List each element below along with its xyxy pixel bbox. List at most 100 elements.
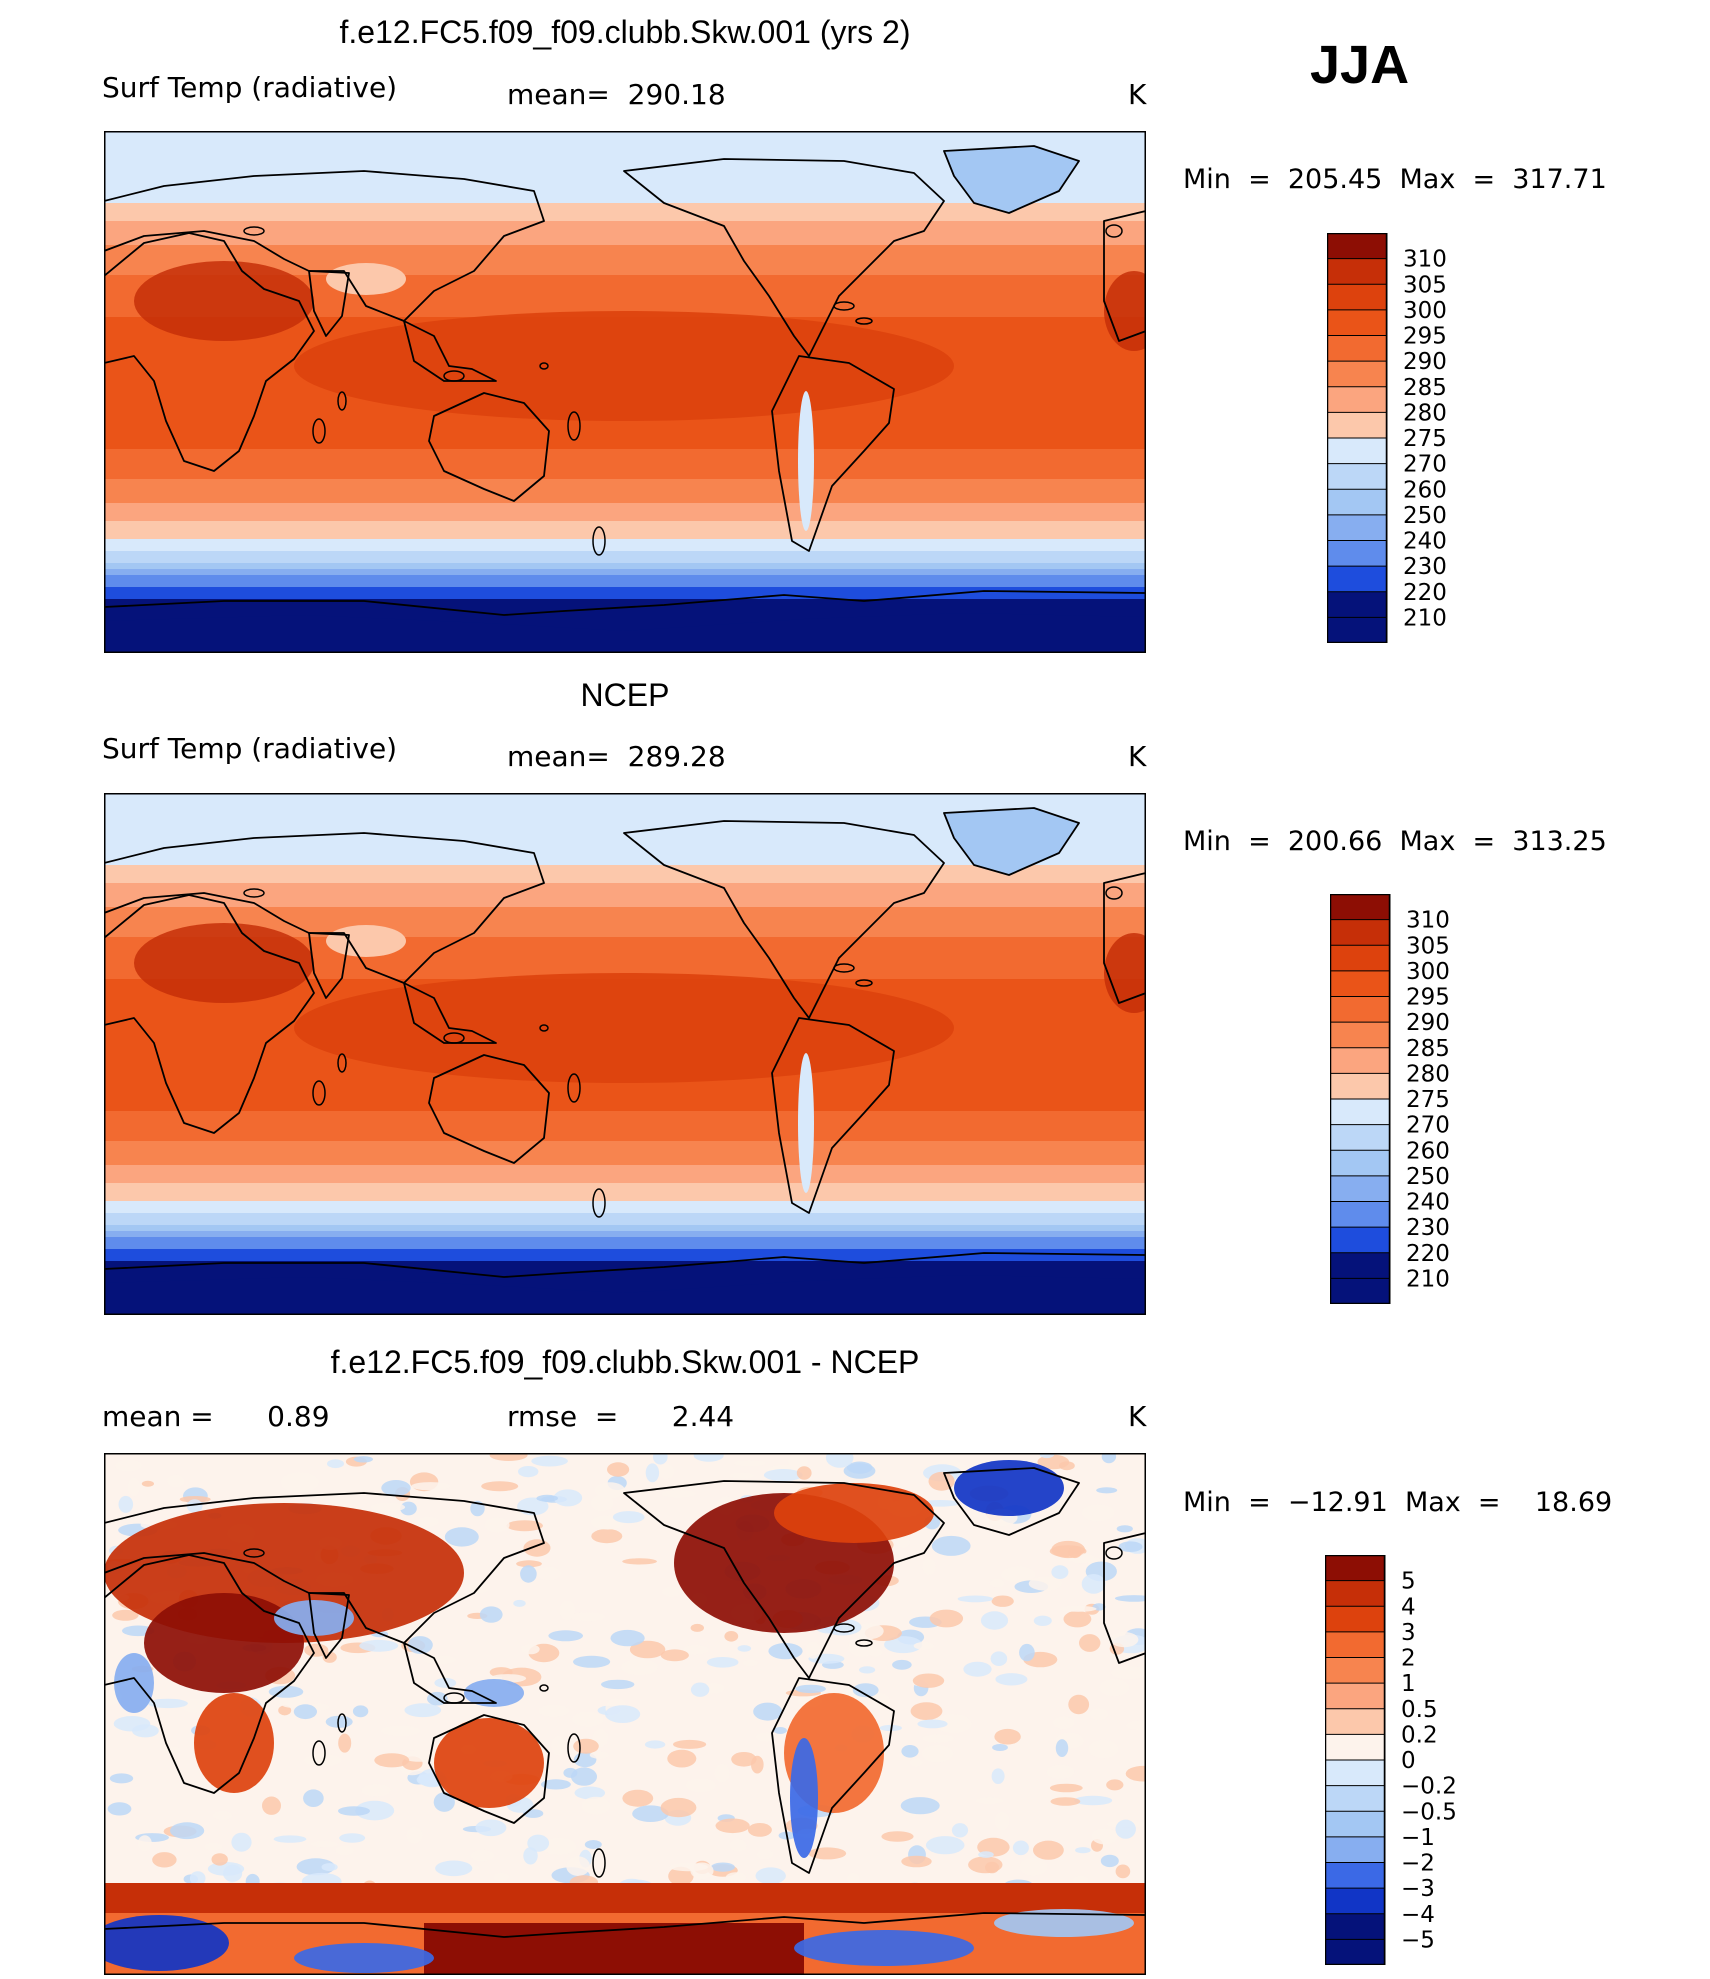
temperature-band <box>104 1081 1146 1088</box>
temperature-band <box>104 563 1146 570</box>
anomaly-blob <box>115 1459 142 1472</box>
coastline <box>1103 210 1146 342</box>
temperature-band <box>104 515 1146 522</box>
temperature-band <box>104 485 1146 492</box>
anomaly-blob <box>489 1453 528 1461</box>
temperature-band <box>104 221 1146 228</box>
temperature-band <box>104 239 1146 246</box>
anomaly-blob <box>127 1477 141 1497</box>
anomaly-blob <box>493 1872 510 1882</box>
anomaly-blob <box>622 1558 657 1565</box>
anomaly-blob <box>1101 1453 1117 1464</box>
temperature-band <box>104 251 1146 258</box>
anomaly-blob <box>910 1702 943 1720</box>
island-outline <box>312 418 326 444</box>
anomaly-blob <box>706 1657 739 1668</box>
anomaly-blob <box>725 1872 747 1883</box>
colorbar-tick-label: −0.5 <box>1401 1799 1457 1825</box>
anomaly-blob <box>991 1595 1014 1607</box>
colorbar-swatch <box>1330 1277 1391 1304</box>
anomaly-blob <box>1049 1783 1083 1793</box>
temperature-band <box>104 545 1146 552</box>
temperature-band <box>104 823 1146 830</box>
anomaly-blob <box>1019 1643 1035 1662</box>
colorbar-swatch <box>1327 463 1388 491</box>
temperature-band <box>104 1165 1146 1172</box>
anomaly-blob <box>710 1862 735 1872</box>
warm-pool <box>294 311 954 421</box>
island-outline <box>1105 886 1123 900</box>
panel-3-map <box>104 1453 1146 1975</box>
colorbar-swatch <box>1327 591 1388 619</box>
warm-anomaly-band <box>424 1923 804 1975</box>
anomaly-blob <box>516 1560 542 1568</box>
anomaly-blob <box>994 1728 1021 1745</box>
island-outline <box>855 317 873 325</box>
colorbar-tick-label: 250 <box>1406 1164 1450 1190</box>
temperature-band <box>104 805 1146 812</box>
temperature-band <box>104 1207 1146 1214</box>
panel-2-title: NCEP <box>580 677 670 713</box>
colorbar-swatch <box>1327 258 1388 286</box>
anomaly-blob <box>553 1489 583 1507</box>
coastline <box>771 355 895 552</box>
anomaly-blob <box>423 1655 457 1665</box>
anomaly-blob <box>404 1703 442 1718</box>
temperature-band <box>104 799 1146 806</box>
temperature-band <box>104 877 1146 884</box>
anomaly-blob <box>213 1811 233 1820</box>
temperature-band <box>104 305 1146 312</box>
anomaly-blob <box>304 1754 342 1767</box>
panel-1-colorbar: 3103053002952902852802752702602502402302… <box>1327 233 1447 643</box>
anomaly-blob <box>520 1644 540 1655</box>
temperature-band <box>104 191 1146 198</box>
panel-2-units-label: K <box>1128 740 1147 773</box>
temperature-band <box>104 859 1146 866</box>
anomaly-blob <box>170 1822 205 1840</box>
anomaly-blob <box>359 1639 399 1652</box>
anomaly-blob <box>753 1702 783 1721</box>
temperature-band <box>104 883 1146 890</box>
colorbar-tick-label: 275 <box>1403 426 1447 452</box>
temperature-band <box>104 1189 1146 1196</box>
temperature-band <box>104 473 1146 480</box>
anomaly-blob <box>594 1482 625 1499</box>
cold-anomaly <box>790 1738 818 1858</box>
anomaly-blob <box>591 1529 623 1544</box>
anomaly-blob <box>551 1736 566 1756</box>
anomaly-blob <box>1114 1595 1146 1602</box>
anomaly-blob <box>975 1797 1004 1804</box>
colorbar-tick-label: 295 <box>1403 324 1447 350</box>
map-frame <box>104 793 1146 1315</box>
colorbar-swatch <box>1330 919 1391 947</box>
anomaly-blob <box>527 1834 550 1852</box>
anomaly-blob <box>714 1763 730 1783</box>
hot-region <box>134 261 314 341</box>
colorbar-swatch <box>1327 335 1388 363</box>
anomaly-blob <box>668 1866 694 1886</box>
colorbar-tick-label: 5 <box>1401 1569 1416 1595</box>
colorbar-tick-label: 305 <box>1406 933 1450 959</box>
temperature-band <box>104 275 1146 282</box>
island-outline <box>567 411 581 441</box>
temperature-band <box>104 617 1146 624</box>
anomaly-blob <box>620 1659 659 1676</box>
anomaly-blob <box>179 1496 211 1503</box>
anomaly-blob <box>1100 1854 1119 1868</box>
anomaly-blob <box>147 1698 188 1709</box>
colorbar-tick-label: −3 <box>1401 1876 1435 1902</box>
anomaly-blob <box>724 1631 739 1642</box>
anomaly-blob <box>796 1466 812 1480</box>
anomaly-blob <box>1096 1487 1118 1494</box>
anomaly-blob <box>355 1800 395 1821</box>
anomaly-blob <box>1126 1720 1146 1730</box>
temperature-band <box>104 1093 1146 1100</box>
island-outline <box>539 1684 549 1692</box>
anomaly-blob <box>223 1864 243 1882</box>
colorbar-tick-label: −5 <box>1401 1927 1435 1953</box>
colorbar-swatch <box>1325 1733 1386 1761</box>
temperature-band <box>104 913 1146 920</box>
anomaly-blob <box>541 1837 577 1855</box>
anomaly-blob <box>1082 1504 1115 1522</box>
anomaly-blob <box>756 1732 776 1742</box>
